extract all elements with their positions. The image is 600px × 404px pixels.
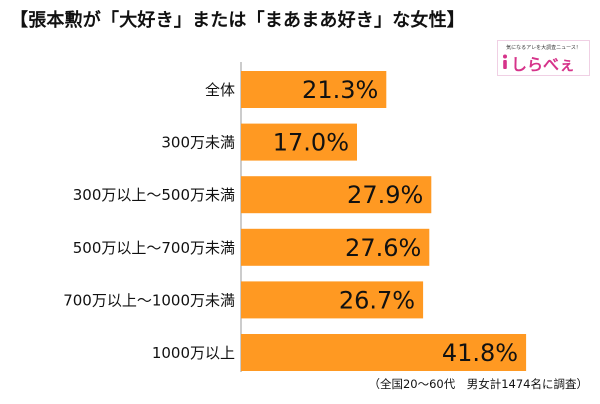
category-label-1: 300万未満 — [161, 134, 235, 152]
category-label-0: 全体 — [205, 81, 235, 99]
category-label-3: 500万以上～700万未満 — [73, 239, 235, 257]
category-label-2: 300万以上～500万未満 — [73, 186, 235, 204]
logo-tagline: 気になるアレを大調査ニュース！ — [506, 45, 581, 51]
logo-text: しらべぇ — [511, 55, 576, 74]
bar-3 — [241, 228, 430, 266]
category-label-5: 1000万以上 — [152, 344, 235, 362]
bar-5 — [241, 334, 527, 371]
bars-layer: 21.3% 17.0% 27.9% 27.6% 26.7% 41.8% — [241, 71, 527, 371]
value-label-3: 27.6% — [345, 234, 421, 262]
survey-note: （全国20～60代 男女計1474名に調査） — [368, 377, 588, 391]
bar-1 — [241, 123, 357, 161]
bar-2 — [241, 176, 432, 214]
value-label-0: 21.3% — [302, 76, 378, 104]
logo-i-mark-icon — [503, 54, 507, 69]
value-label-1: 17.0% — [273, 129, 349, 157]
value-label-2: 27.9% — [347, 181, 423, 209]
shirabee-logo: 気になるアレを大調査ニュース！ しらべぇ — [497, 40, 590, 76]
bar-0 — [241, 71, 387, 108]
category-labels-layer: 全体 300万未満 300万以上～500万未満 500万以上～700万未満 700万以上… — [63, 81, 235, 362]
value-label-5: 41.8% — [442, 339, 518, 367]
chart-title: 【張本勲が「大好き」または「まあまあ好き」な女性】 — [10, 10, 465, 31]
category-label-4: 700万以上～1000万未満 — [63, 291, 235, 309]
bar-4 — [241, 281, 424, 319]
value-label-4: 26.7% — [339, 286, 415, 314]
